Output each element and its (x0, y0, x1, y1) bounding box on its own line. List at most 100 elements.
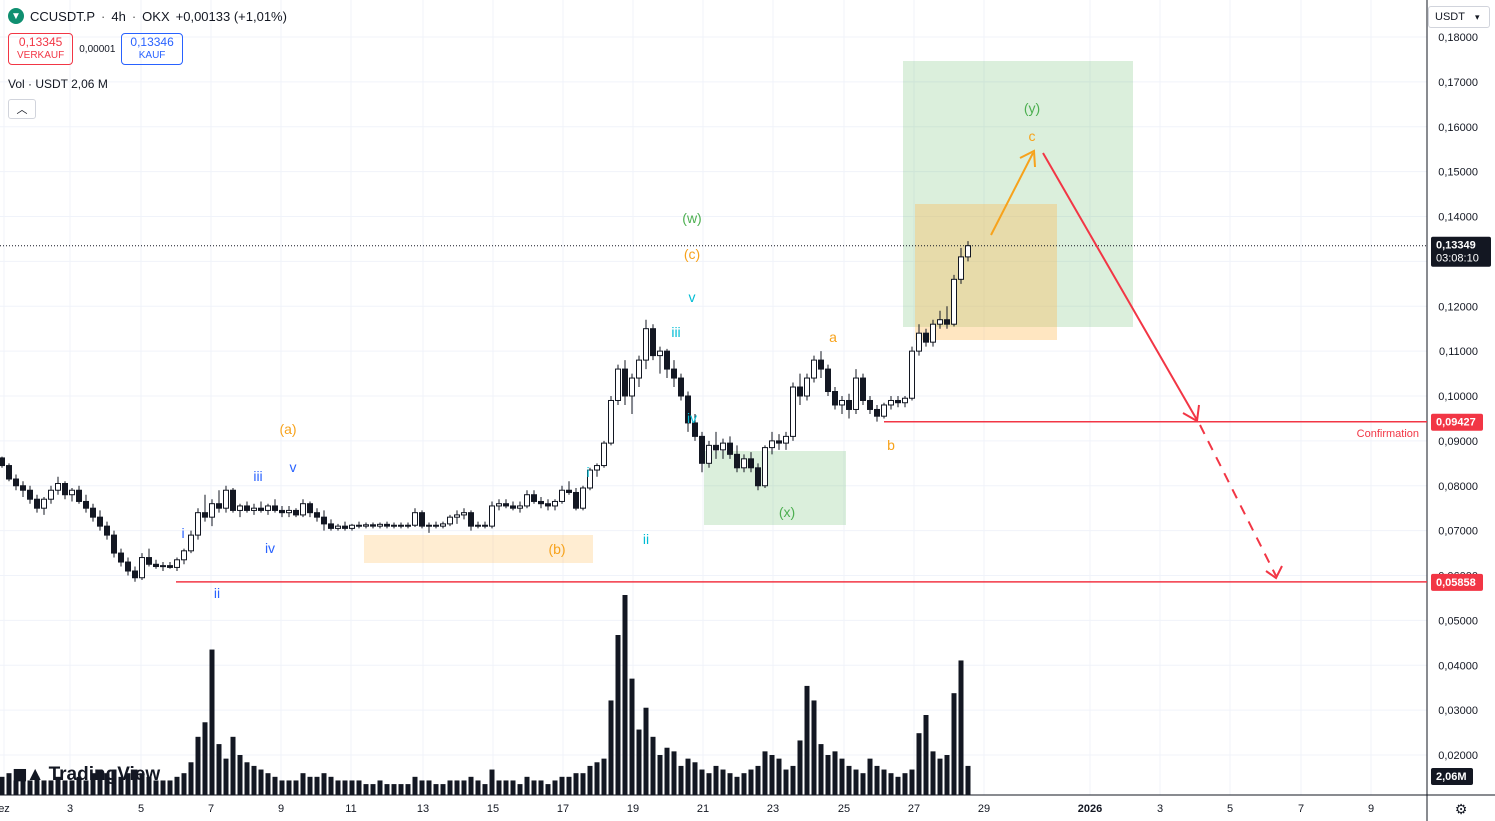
currency-select[interactable]: USDT ▾ (1428, 6, 1490, 28)
volume-bar (699, 769, 705, 795)
volume-bar (664, 747, 670, 795)
volume-bar (846, 765, 852, 795)
candle-body (797, 386, 803, 397)
volume-bar (461, 780, 467, 795)
volume-bar (951, 693, 957, 795)
price-tick-label: 0,09000 (1438, 436, 1478, 448)
candle-body (496, 503, 502, 507)
wave-label-a-paren: (a) (279, 421, 296, 437)
candle-body (573, 491, 579, 509)
candle-body (594, 465, 600, 471)
candle-body (237, 505, 243, 511)
volume-bar (342, 780, 348, 795)
confirmation-label: Confirmation (1357, 428, 1419, 440)
candle-body (139, 557, 145, 579)
coin-logo-icon: ▼ (8, 8, 24, 24)
candle-body (692, 422, 698, 437)
candle-body (272, 505, 278, 511)
volume-bar (202, 722, 208, 795)
candle-body (335, 525, 341, 529)
candle-body (818, 359, 824, 370)
candle-body (601, 442, 607, 467)
candle-body (447, 516, 453, 525)
target-zone-green (903, 61, 1133, 327)
symbol-name[interactable]: CCUSDT.P (30, 8, 96, 24)
price-tick-label: 0,16000 (1438, 122, 1478, 134)
time-tick-label: 17 (557, 803, 569, 815)
buy-price: 0,13346 (130, 35, 174, 49)
volume-bar (755, 765, 761, 795)
candle-body (559, 489, 565, 502)
candle-body (517, 505, 523, 509)
wave-label-i-blue: i (181, 525, 184, 541)
time-tick-label: 29 (978, 803, 990, 815)
volume-bar (930, 751, 936, 795)
time-tick-label: 7 (208, 803, 214, 815)
volume-bar (76, 776, 82, 795)
candle-body (909, 350, 915, 399)
volume-bar (902, 773, 908, 795)
sell-button[interactable]: 0,13345 VERKAUF (8, 33, 74, 65)
interval-label[interactable]: 4h (111, 8, 126, 24)
trade-buttons: 0,13345 VERKAUF 0,00001 0,13346 KAUF (8, 33, 183, 65)
volume-bar (181, 773, 187, 795)
candle-body (902, 397, 908, 404)
candle-body (356, 524, 362, 527)
confirmation-price-value: 0,09427 (1436, 417, 1476, 429)
price-change: +0,00133 (+1,01%) (175, 8, 287, 24)
support-price-tag (1431, 573, 1483, 591)
volume-bar (923, 715, 929, 795)
volume-bar (657, 755, 663, 795)
volume-bar (489, 769, 495, 795)
tradingview-logo[interactable]: ◼▲ TradingView (12, 763, 160, 786)
volume-bar (524, 776, 530, 795)
candle-body (951, 278, 957, 325)
time-tick-label: 5 (1227, 803, 1233, 815)
volume-legend: Vol · USDT 2,06 M (8, 77, 108, 91)
symbol-legend: ▼ CCUSDT.P · 4h · OKX +0,00133 (+1,01%) (8, 8, 287, 24)
volume-bar (692, 762, 698, 795)
volume-bar (419, 780, 425, 795)
volume-bar (307, 776, 313, 795)
candle-body (923, 332, 929, 343)
volume-bar (55, 776, 61, 795)
candle-body (489, 505, 495, 527)
volume-bar (706, 773, 712, 795)
wave-label-iv-cyan: iv (687, 410, 697, 426)
volume-bar (832, 751, 838, 795)
candle-body (412, 512, 418, 526)
volume-bar (552, 780, 558, 795)
volume-bar (293, 780, 299, 795)
volume-bar (797, 740, 803, 795)
volume-bar (727, 773, 733, 795)
candle-body (41, 498, 47, 509)
separator: · (131, 8, 137, 24)
price-tick-label: 0,10000 (1438, 391, 1478, 403)
candle-body (867, 399, 873, 410)
candle-body (13, 478, 19, 487)
candle-body (27, 489, 33, 500)
volume-bar (41, 780, 47, 795)
buy-button[interactable]: 0,13346 KAUF (121, 33, 183, 65)
candle-body (545, 503, 551, 507)
time-tick-label: 23 (767, 803, 779, 815)
candle-body (636, 359, 642, 379)
volume-bar (216, 744, 222, 795)
candle-body (307, 503, 313, 514)
candle-body (965, 245, 971, 258)
time-tick-label: 9 (278, 803, 284, 815)
candle-body (755, 467, 761, 487)
gear-icon[interactable]: ⚙ (1454, 800, 1468, 817)
volume-bar (762, 751, 768, 795)
candle-body (566, 489, 572, 493)
candle-body (391, 524, 397, 527)
collapse-legend-button[interactable]: ︿ (8, 99, 36, 119)
confirmation-price-tag (1431, 413, 1483, 431)
candle-body (804, 377, 810, 397)
candle-body (132, 570, 138, 579)
volume-bar (573, 773, 579, 795)
candle-body (230, 489, 236, 511)
volume-bar (720, 769, 726, 795)
